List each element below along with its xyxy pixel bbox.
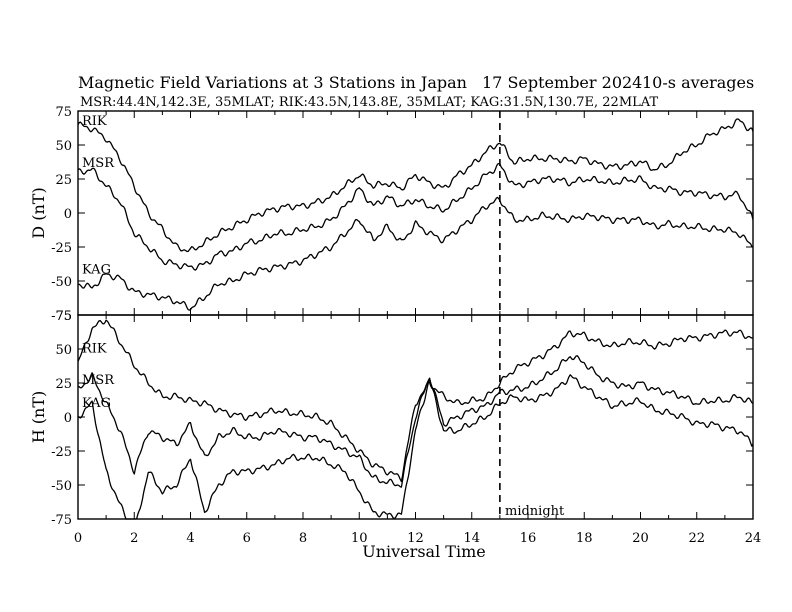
h-series-label-msr: MSR: [82, 373, 115, 388]
x-tick-label: 16: [520, 531, 537, 546]
chart-averaging: 10-s averages: [642, 73, 754, 92]
d-ytick-label: 25: [55, 173, 72, 188]
h-series-label-rik: RIK: [82, 342, 107, 357]
h-series-label-kag: KAG: [82, 396, 111, 411]
x-tick-label: 10: [351, 531, 368, 546]
d-series-rik: [77, 118, 754, 253]
h-panel-ylabel: H (nT): [29, 391, 48, 444]
d-panel-frame: [77, 110, 754, 316]
h-ytick-label: -25: [51, 445, 72, 460]
h-series-rik: [77, 319, 754, 483]
chart-date: 17 September 2024: [482, 73, 642, 92]
d-ytick-label: 0: [64, 207, 72, 222]
d-panel-ylabel: D (nT): [29, 187, 48, 238]
d-ytick-label: 75: [55, 105, 72, 120]
d-ytick-label: -50: [51, 275, 72, 290]
x-tick-label: 8: [299, 531, 307, 546]
chart-marks: 75 50 25 0 -25 -50 -75 RIK MSR KAG 75 50 25 0 -25 -50 -7…: [51, 105, 761, 546]
h-ytick-label: -75: [51, 513, 72, 528]
x-tick-label: 20: [632, 531, 649, 546]
x-tick-label: 12: [407, 531, 424, 546]
d-series-msr: [77, 162, 754, 271]
x-tick-label: 0: [74, 531, 82, 546]
x-axis-label: Universal Time: [362, 542, 485, 561]
x-tick-label: 2: [130, 531, 138, 546]
h-series-kag: [77, 374, 754, 520]
h-ytick-label: 50: [55, 343, 72, 358]
x-tick-label: 22: [688, 531, 705, 546]
d-ytick-label: 50: [55, 139, 72, 154]
d-ytick-label: -75: [51, 309, 72, 324]
station-coordinates: MSR:44.4N,142.3E, 35MLAT; RIK:43.5N,143.…: [80, 95, 658, 110]
d-series-kag: [78, 196, 754, 311]
x-tick-label: 18: [576, 531, 593, 546]
x-tick-label: 14: [463, 531, 480, 546]
d-series-label-msr: MSR: [82, 156, 115, 171]
midnight-annotation: midnight: [505, 504, 565, 519]
x-tick-label: 6: [243, 531, 251, 546]
h-ytick-label: 0: [64, 411, 72, 426]
d-series-label-rik: RIK: [82, 114, 107, 129]
h-ytick-label: 25: [55, 377, 72, 392]
chart-title: Magnetic Field Variations at 3 Stations …: [78, 73, 467, 92]
h-ytick-label: 75: [55, 309, 72, 324]
d-series-label-kag: KAG: [82, 263, 111, 278]
h-ytick-label: -50: [51, 479, 72, 494]
x-tick-label: 4: [186, 531, 194, 546]
d-ytick-label: -25: [51, 241, 72, 256]
x-tick-label: 24: [745, 531, 762, 546]
h-series-msr: [77, 355, 754, 488]
